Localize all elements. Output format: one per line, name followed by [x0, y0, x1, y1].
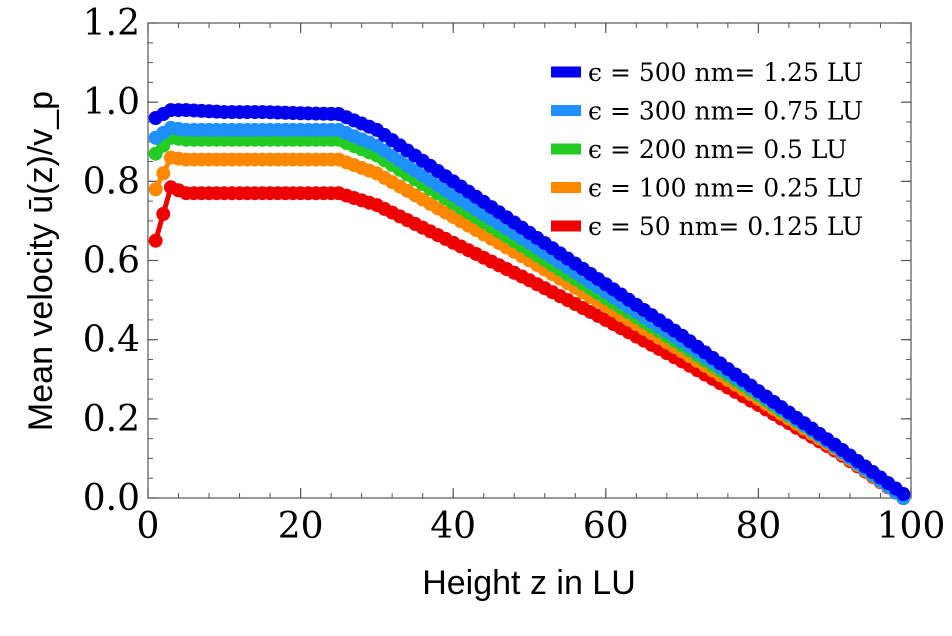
legend-label: ϵ = 500 nm= 1.25 LU	[588, 58, 863, 87]
legend-label: ϵ = 50 nm= 0.125 LU	[588, 212, 863, 241]
x-tick-label: 20	[278, 506, 324, 547]
data-point	[148, 182, 163, 197]
y-tick-labels: 0.0 0.2 0.4 0.6 0.8 1.0 1.2	[83, 3, 140, 519]
y-axis-label: Mean velocity ū(z)/v_p	[22, 91, 60, 431]
legend-label: ϵ = 200 nm= 0.5 LU	[588, 135, 847, 164]
x-axis-label: Height z in LU	[422, 564, 636, 602]
series-line	[154, 107, 905, 497]
data-point	[896, 487, 911, 502]
x-tick-label: 80	[735, 506, 781, 547]
legend: ϵ = 500 nm= 1.25 LU ϵ = 300 nm= 0.75 LU ϵ …	[551, 58, 863, 241]
series-group	[148, 150, 911, 505]
y-tick-label: 1.2	[83, 3, 140, 44]
y-tick-label: 0.8	[83, 161, 140, 202]
series-layer	[148, 103, 911, 505]
x-tick-label: 60	[583, 506, 629, 547]
y-tick-label: 1.0	[83, 82, 140, 123]
legend-label: ϵ = 300 nm= 0.75 LU	[588, 97, 863, 126]
x-tick-label: 0	[137, 506, 160, 547]
x-tick-label: 100	[877, 506, 946, 547]
series-line	[153, 155, 905, 501]
data-point	[148, 233, 163, 248]
legend-label: ϵ = 100 nm= 0.25 LU	[588, 174, 863, 203]
major-ticks	[147, 22, 912, 499]
y-tick-label: 0.2	[83, 399, 140, 440]
data-point	[156, 206, 171, 221]
y-tick-label: 0.0	[83, 478, 140, 519]
x-tick-label: 40	[430, 506, 476, 547]
x-tick-labels: 0 20 40 60 80 100	[137, 506, 946, 547]
series-group	[148, 103, 911, 502]
data-point	[156, 166, 171, 181]
y-tick-label: 0.4	[83, 320, 140, 361]
y-tick-label: 0.6	[83, 241, 140, 282]
